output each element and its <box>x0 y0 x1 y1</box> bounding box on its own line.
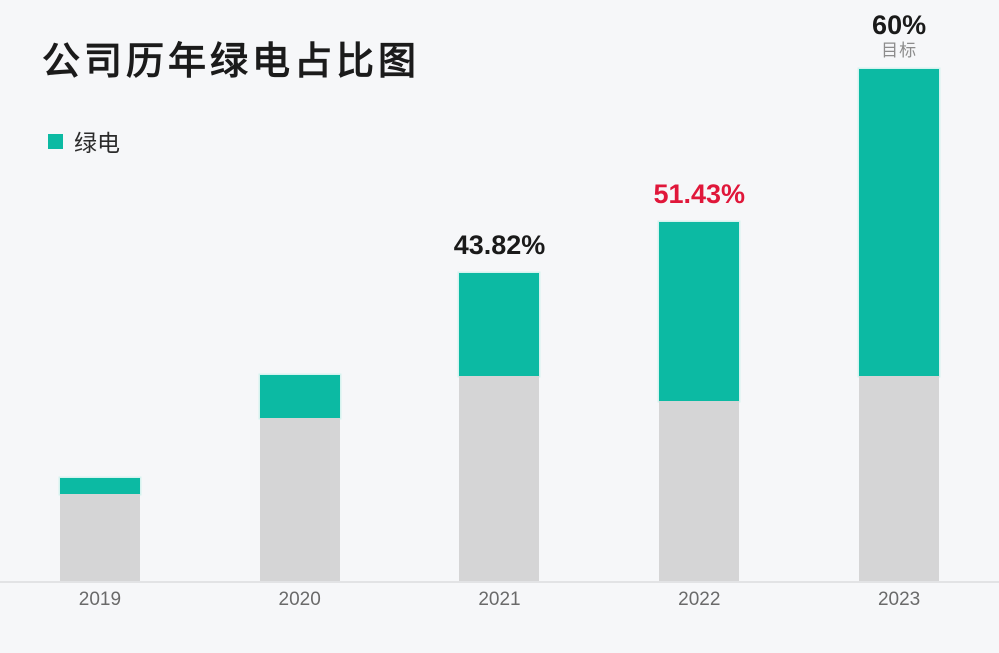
bars-row: 43.82% 51.43% 60% 目标 <box>0 0 999 581</box>
x-axis-label-2019: 2019 <box>78 589 122 610</box>
value-label-2022: 51.43% <box>653 179 746 210</box>
green-segment-2020 <box>259 375 340 418</box>
value-label-2023: 60% 目标 <box>872 9 927 60</box>
gray-segment-2019 <box>59 494 140 581</box>
chart-title: 公司历年绿电占比图 <box>42 41 421 83</box>
x-axis-label-2022: 2022 <box>678 589 721 610</box>
stacked-bar-2021 <box>459 273 540 581</box>
green-segment-2022 <box>659 222 740 401</box>
x-axis-labels: 2019 2020 2021 2022 2023 <box>0 589 999 611</box>
bar-column-2020 <box>200 0 400 581</box>
x-axis-label-2021: 2021 <box>478 589 521 610</box>
legend-label: 绿电 <box>74 130 120 156</box>
green-segment-2021 <box>459 273 540 376</box>
bar-column-2019 <box>0 0 200 581</box>
legend-swatch-icon <box>48 133 63 149</box>
target-sublabel-2023: 目标 <box>881 40 918 60</box>
stacked-bar-2023 <box>859 69 940 581</box>
bar-column-2021: 43.82% <box>400 0 600 581</box>
gray-segment-2020 <box>259 418 340 581</box>
bar-column-2023: 60% 目标 <box>799 0 999 581</box>
value-label-2021: 43.82% <box>453 230 546 261</box>
green-segment-2023 <box>859 69 940 376</box>
gray-segment-2021 <box>459 376 540 581</box>
stacked-bar-2020 <box>259 375 340 581</box>
stacked-bar-2022 <box>659 222 740 581</box>
x-axis-label-2020: 2020 <box>278 589 321 610</box>
legend: 绿电 <box>48 124 120 158</box>
gray-segment-2023 <box>859 376 940 581</box>
stacked-bar-2019 <box>59 478 140 581</box>
x-axis-line <box>0 581 999 583</box>
bar-column-2022: 51.43% <box>599 0 799 581</box>
x-axis-label-2023: 2023 <box>877 589 921 610</box>
green-segment-2019 <box>59 478 140 494</box>
gray-segment-2022 <box>659 401 740 581</box>
